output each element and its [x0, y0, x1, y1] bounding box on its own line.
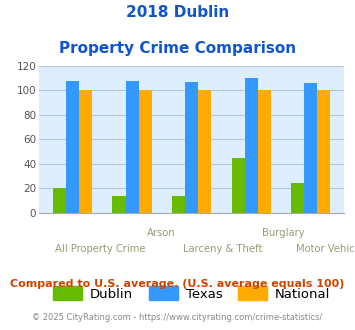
Bar — [172, 196, 185, 213]
Bar — [79, 90, 92, 213]
Text: Larceny & Theft: Larceny & Theft — [182, 244, 262, 254]
Bar — [185, 82, 198, 213]
Bar — [139, 90, 152, 213]
Bar — [245, 78, 258, 213]
Bar — [66, 81, 79, 213]
Text: All Property Crime: All Property Crime — [55, 244, 145, 254]
Bar — [258, 90, 271, 213]
Bar — [113, 196, 126, 213]
Text: Compared to U.S. average. (U.S. average equals 100): Compared to U.S. average. (U.S. average … — [10, 279, 345, 289]
Bar — [53, 188, 66, 213]
Text: © 2025 CityRating.com - https://www.cityrating.com/crime-statistics/: © 2025 CityRating.com - https://www.city… — [32, 314, 323, 322]
Legend: Dublin, Texas, National: Dublin, Texas, National — [48, 281, 336, 306]
Text: Property Crime Comparison: Property Crime Comparison — [59, 41, 296, 56]
Bar — [291, 183, 304, 213]
Text: 2018 Dublin: 2018 Dublin — [126, 5, 229, 20]
Bar — [198, 90, 211, 213]
Bar — [317, 90, 331, 213]
Bar — [231, 158, 245, 213]
Text: Motor Vehicle Theft: Motor Vehicle Theft — [296, 244, 355, 254]
Text: Arson: Arson — [147, 228, 175, 238]
Bar — [126, 81, 139, 213]
Text: Burglary: Burglary — [262, 228, 305, 238]
Bar — [304, 83, 317, 213]
